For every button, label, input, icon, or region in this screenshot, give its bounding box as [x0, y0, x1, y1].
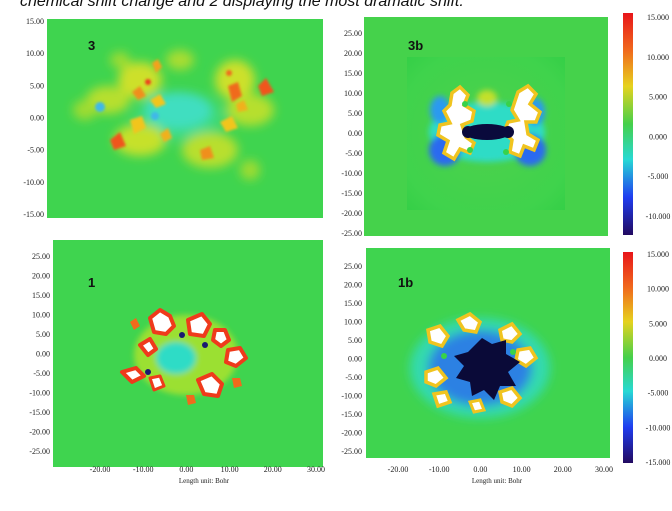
- x-axis-unit-label: Length unit: Bohr: [179, 477, 230, 485]
- colorbar-tick-label: -10.000: [646, 212, 671, 221]
- colorbar-tick-label: -5.000: [648, 389, 669, 398]
- x-tick-label: 10.00: [513, 465, 531, 474]
- x-axis-unit-label: Length unit: Bohr: [472, 477, 523, 485]
- panel-1-label: 1: [88, 275, 95, 290]
- colorbar-tick-label: 0.000: [649, 132, 667, 141]
- x-tick-label: -20.00: [90, 465, 111, 474]
- y-tick-label: -15.00: [29, 408, 50, 417]
- panel-1-shielding-lobes: [120, 308, 248, 405]
- y-tick-label: -15.00: [341, 189, 362, 198]
- y-tick-label: 10.00: [32, 311, 50, 320]
- y-tick-label: 20.00: [344, 49, 362, 58]
- x-tick-label: -10.00: [133, 465, 154, 474]
- y-tick-label: 5.00: [348, 109, 362, 118]
- colorbar-tick-label: 10.000: [647, 285, 669, 294]
- y-tick-label: 15.00: [344, 69, 362, 78]
- y-tick-label: -10.00: [29, 389, 50, 398]
- y-tick-label: -10.00: [341, 169, 362, 178]
- colorbar-tick-label: 5.000: [649, 319, 667, 328]
- panel-1b-label: 1b: [398, 275, 413, 290]
- y-tick-label: 0.00: [348, 129, 362, 138]
- y-tick-label: 5.00: [348, 336, 362, 345]
- y-tick-label: -20.00: [29, 428, 50, 437]
- panel-3b-label: 3b: [408, 38, 423, 53]
- colorbar-tick-label: -15.000: [646, 458, 671, 467]
- colorbar-tick-label: -5.000: [648, 172, 669, 181]
- x-tick-label: 20.00: [264, 465, 282, 474]
- colorbar-tick-label: -10.000: [646, 423, 671, 432]
- x-tick-label: 30.00: [595, 465, 613, 474]
- colorbar-bottom: [623, 252, 633, 463]
- y-tick-label: 25.00: [32, 252, 50, 261]
- x-tick-label: 0.00: [179, 465, 193, 474]
- y-tick-label: 10.00: [344, 89, 362, 98]
- panel-1: [53, 240, 323, 467]
- colorbar-tick-label: 5.000: [649, 93, 667, 102]
- colorbar-tick-label: 10.000: [647, 53, 669, 62]
- colorbar-tick-label: 15.000: [647, 13, 669, 22]
- colorbar-top: [623, 13, 633, 235]
- y-tick-label: -25.00: [341, 447, 362, 456]
- y-tick-label: 15.00: [32, 291, 50, 300]
- y-tick-label: 5.00: [36, 330, 50, 339]
- y-tick-label: 15.00: [26, 17, 44, 26]
- y-tick-label: 10.00: [26, 49, 44, 58]
- y-tick-label: 5.00: [30, 81, 44, 90]
- x-tick-label: 0.00: [473, 465, 487, 474]
- y-tick-label: -10.00: [341, 392, 362, 401]
- x-tick-label: -20.00: [388, 465, 409, 474]
- y-tick-label: 0.00: [348, 355, 362, 364]
- y-tick-label: 25.00: [344, 262, 362, 271]
- panel-1b: [366, 248, 633, 463]
- y-tick-label: -20.00: [341, 429, 362, 438]
- y-tick-label: -10.00: [23, 178, 44, 187]
- y-tick-label: 15.00: [344, 299, 362, 308]
- y-tick-label: -5.00: [345, 149, 362, 158]
- x-tick-label: -10.00: [429, 465, 450, 474]
- panel-3b-shielding-lobes: [436, 83, 543, 162]
- y-tick-label: 0.00: [36, 350, 50, 359]
- x-tick-label: 10.00: [221, 465, 239, 474]
- colorbar-tick-label: 15.000: [647, 250, 669, 259]
- colorbar-tick-label: 0.000: [649, 354, 667, 363]
- figure-caption: chemical shift change and 2 displaying t…: [20, 0, 464, 10]
- panel-3-label: 3: [88, 38, 95, 53]
- panel-1b-shielding-lobes: [424, 311, 539, 414]
- x-tick-label: 20.00: [554, 465, 572, 474]
- y-tick-label: 20.00: [344, 281, 362, 290]
- y-tick-label: -5.00: [33, 369, 50, 378]
- y-tick-label: -25.00: [341, 229, 362, 238]
- y-tick-label: 0.00: [30, 114, 44, 123]
- y-tick-label: -5.00: [345, 373, 362, 382]
- y-tick-label: -20.00: [341, 209, 362, 218]
- y-tick-label: -15.00: [23, 210, 44, 219]
- y-tick-label: -25.00: [29, 447, 50, 456]
- y-tick-label: -5.00: [27, 146, 44, 155]
- x-tick-label: 30.00: [307, 465, 325, 474]
- y-tick-label: -15.00: [341, 410, 362, 419]
- y-tick-label: 20.00: [32, 272, 50, 281]
- y-tick-label: 10.00: [344, 318, 362, 327]
- y-tick-label: 25.00: [344, 29, 362, 38]
- panel-3b: [364, 13, 633, 236]
- panel-3: [47, 19, 323, 218]
